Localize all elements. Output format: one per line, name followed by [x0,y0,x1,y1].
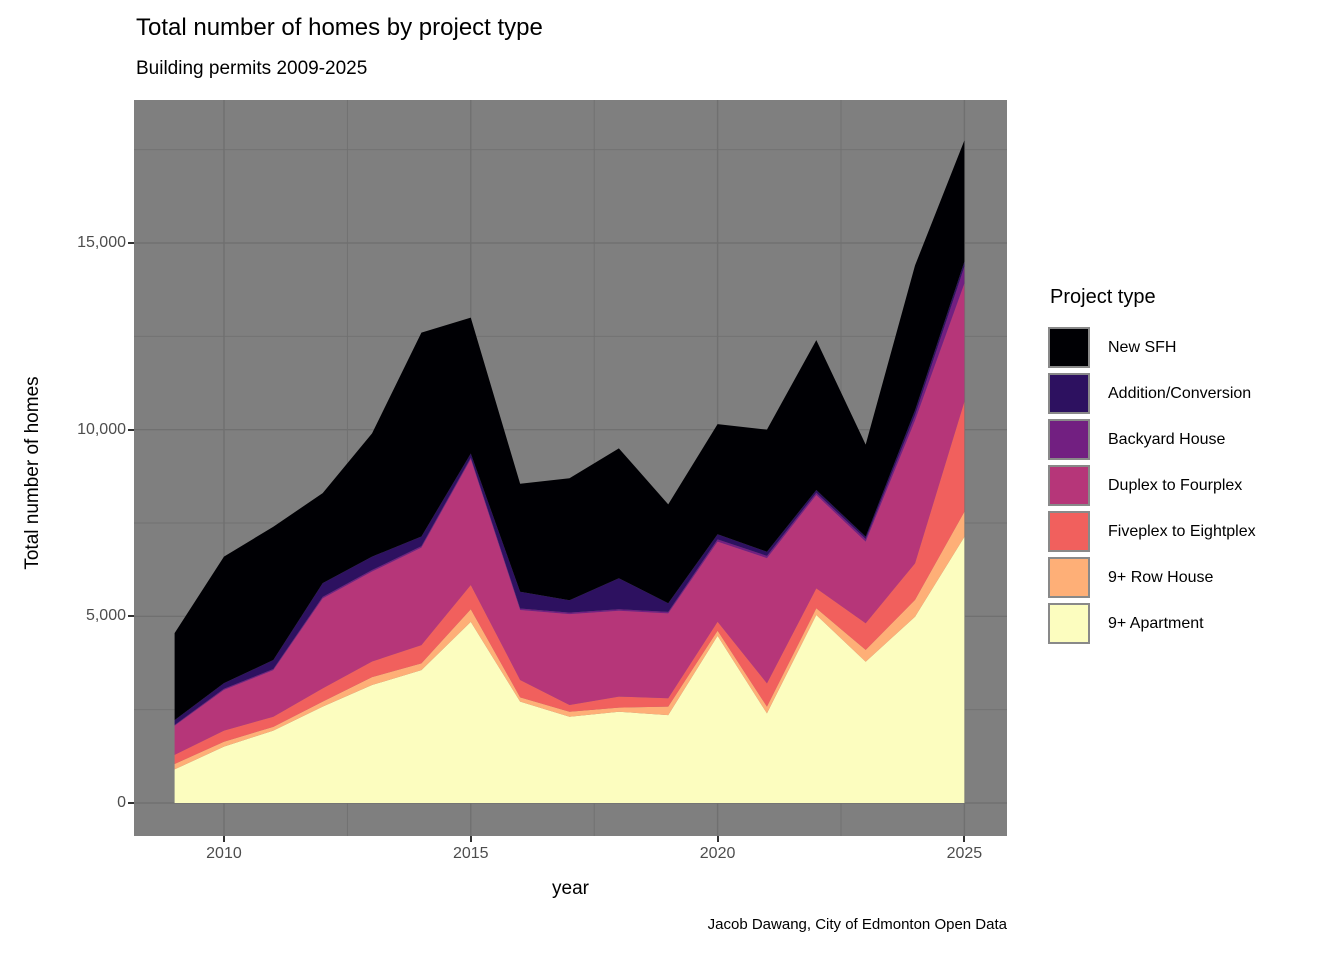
x-tick-mark [716,836,719,842]
legend-entry: New SFH [1048,327,1256,368]
legend-label: Duplex to Fourplex [1108,476,1243,494]
y-axis-tick-labels: 0 5,000 10,000 15,000 [0,0,126,960]
legend-swatch [1048,327,1090,368]
page-subtitle: Building permits 2009-2025 [136,58,368,79]
legend-label: 9+ Apartment [1108,614,1204,632]
x-axis-title: year [552,878,589,899]
area-series-new-sfh [174,140,965,721]
legend-label: Addition/Conversion [1108,384,1252,402]
x-tick-label: 2010 [206,845,242,862]
legend-swatch [1048,557,1090,598]
y-tick-label: 15,000 [77,234,126,251]
legend-swatch [1048,511,1090,552]
legend-swatch [1048,419,1090,460]
legend-entry: 9+ Apartment [1048,603,1256,644]
legend-swatch [1048,465,1090,506]
legend-label: 9+ Row House [1108,568,1214,586]
legend-entry: Duplex to Fourplex [1048,465,1256,506]
legend-label: New SFH [1108,338,1177,356]
legend: Project type New SFH Addition/Conversion B… [1048,286,1256,649]
legend-swatch [1048,603,1090,644]
plot-panel [134,100,1007,836]
x-tick-label: 2025 [946,845,983,862]
legend-entries: New SFH Addition/Conversion Backyard House… [1048,327,1256,644]
y-tick-label: 10,000 [77,420,126,438]
legend-label: Backyard House [1108,430,1226,448]
area-series-duplex-to-fourplex [174,283,965,755]
x-tick-mark [222,836,225,842]
y-tick-label: 0 [117,794,126,811]
chart-svg [134,100,1007,836]
y-tick-label: 5,000 [85,607,126,625]
y-axis-title: Total number of homes [22,376,43,570]
legend-swatch [1048,373,1090,414]
area-series-fiveplex-to-eightplex [174,401,965,764]
page-title: Total number of homes by project type [136,14,543,41]
x-tick-mark [469,836,472,842]
legend-title: Project type [1050,286,1156,308]
x-tick-label: 2020 [699,845,736,862]
caption: Jacob Dawang, City of Edmonton Open Data [707,916,1007,933]
legend-entry: Backyard House [1048,419,1256,460]
x-tick-mark [963,836,966,842]
legend-entry: Addition/Conversion [1048,373,1256,414]
legend-entry: Fiveplex to Eightplex [1048,511,1256,552]
x-tick-label: 2015 [452,845,489,862]
area-series-9-apartment [174,536,965,803]
legend-entry: 9+ Row House [1048,557,1256,598]
x-axis-tick-labels: 2010 2015 2020 2025 [0,845,1344,869]
legend-label: Fiveplex to Eightplex [1108,522,1256,540]
